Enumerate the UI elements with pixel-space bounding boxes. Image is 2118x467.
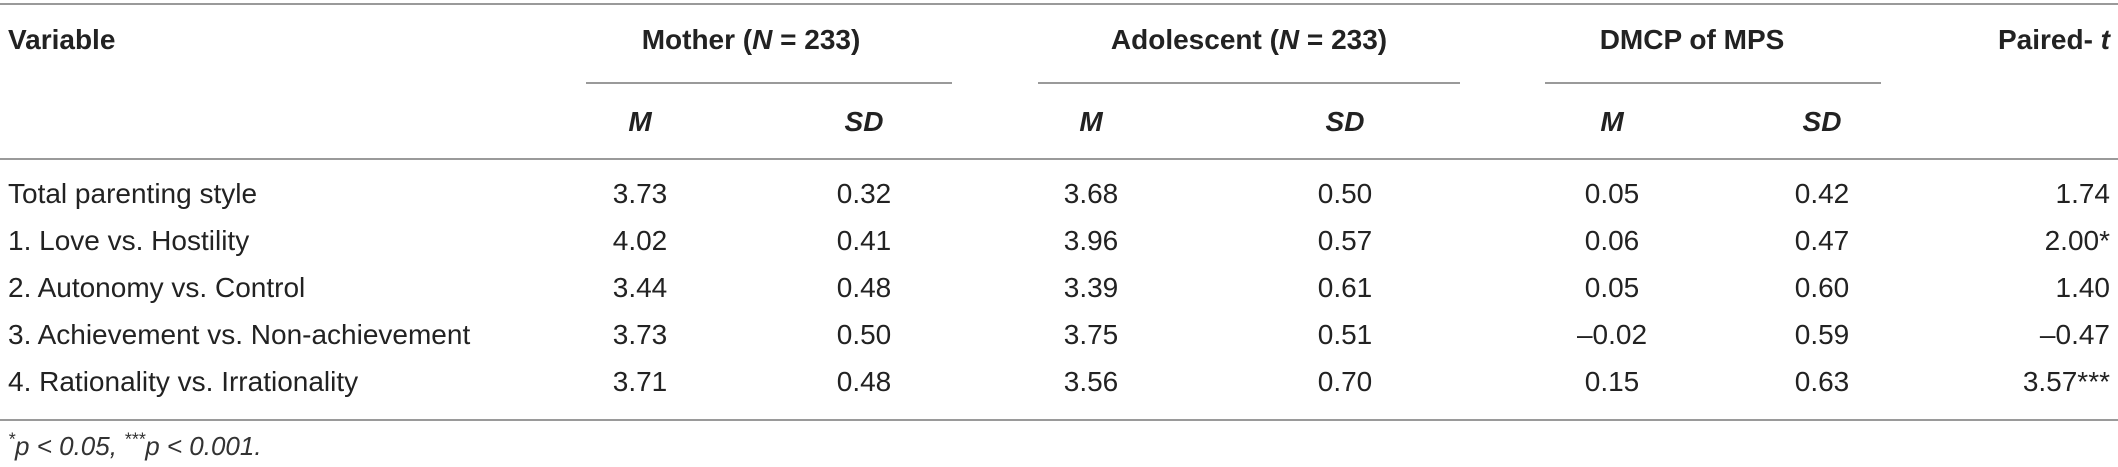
row-label: Total parenting style [8,178,258,209]
dmcp-sd-value: 0.60 [1794,272,1850,303]
header-adolescent-n: N [1278,24,1300,55]
mother-m-value: 3.73 [612,319,668,350]
subheader-mother-sd: SD [844,106,884,137]
header-mother-post: = 233) [772,24,861,55]
adolescent-sd-value: 0.50 [1317,178,1373,209]
subheader-mother-m: M [628,106,652,137]
dmcp-m-value: –0.02 [1576,319,1648,350]
row-label: 2. Autonomy vs. Control [8,272,306,303]
mother-m-value: 3.71 [612,366,668,397]
header-bottom-rule [0,158,2118,160]
mother-group-rule [586,82,952,84]
footnote-star-1: * [8,429,16,450]
footnote-star-3: *** [124,429,146,450]
paired-t-value: –0.47 [2039,319,2110,350]
header-adolescent-pre: Adolescent ( [1110,24,1279,55]
header-paired-t: Paired- t [1998,24,2110,56]
header-adolescent: Adolescent (N = 233) [1111,24,1387,56]
subheader-dmcp-m: M [1600,106,1624,137]
mother-sd-value: 0.50 [836,319,892,350]
dmcp-sd-value: 0.63 [1794,366,1850,397]
footnote-p1: p < 0.05, [15,431,125,461]
header-paired-t-letter: t [2100,24,2110,55]
footnote-p3: p < 0.001. [145,431,262,461]
adolescent-m-value: 3.39 [1063,272,1119,303]
header-paired-pre: Paired- [1997,24,2101,55]
adolescent-group-rule [1038,82,1460,84]
mother-sd-value: 0.41 [836,225,892,256]
row-label: 1. Love vs. Hostility [8,225,250,256]
top-rule [0,3,2118,5]
dmcp-sd-value: 0.47 [1794,225,1850,256]
dmcp-sd-value: 0.42 [1794,178,1850,209]
subheader-adolescent-sd: SD [1325,106,1365,137]
table-footnote: *p < 0.05, ***p < 0.001. [8,430,262,462]
paired-t-value: 1.40 [2055,272,2111,303]
mother-sd-value: 0.32 [836,178,892,209]
adolescent-sd-value: 0.57 [1317,225,1373,256]
adolescent-m-value: 3.68 [1063,178,1119,209]
adolescent-sd-value: 0.51 [1317,319,1373,350]
adolescent-m-value: 3.75 [1063,319,1119,350]
dmcp-m-value: 0.06 [1584,225,1640,256]
dmcp-m-value: 0.05 [1584,178,1640,209]
paired-t-value: 3.57*** [2022,366,2110,397]
mother-m-value: 3.44 [612,272,668,303]
dmcp-m-value: 0.15 [1584,366,1640,397]
header-mother-n: N [752,24,773,55]
adolescent-m-value: 3.96 [1063,225,1119,256]
table-bottom-rule [0,419,2118,421]
header-dmcp: DMCP of MPS [1599,24,1785,55]
dmcp-group-rule [1545,82,1881,84]
mother-m-value: 3.73 [612,178,668,209]
header-mother: Mother (N = 233) [642,24,861,56]
dmcp-m-value: 0.05 [1584,272,1640,303]
mother-sd-value: 0.48 [836,272,892,303]
adolescent-sd-value: 0.61 [1317,272,1373,303]
row-label: 4. Rationality vs. Irrationality [8,366,359,397]
paired-t-value: 2.00* [2044,225,2110,256]
mother-sd-value: 0.48 [836,366,892,397]
adolescent-m-value: 3.56 [1063,366,1119,397]
header-mother-pre: Mother ( [641,24,753,55]
header-variable: Variable [8,24,116,55]
mother-m-value: 4.02 [612,225,668,256]
adolescent-sd-value: 0.70 [1317,366,1373,397]
paired-t-value: 1.74 [2055,178,2111,209]
header-adolescent-post: = 233) [1299,24,1388,55]
subheader-dmcp-sd: SD [1802,106,1842,137]
dmcp-sd-value: 0.59 [1794,319,1850,350]
row-label: 3. Achievement vs. Non-achievement [8,319,471,350]
subheader-adolescent-m: M [1079,106,1103,137]
